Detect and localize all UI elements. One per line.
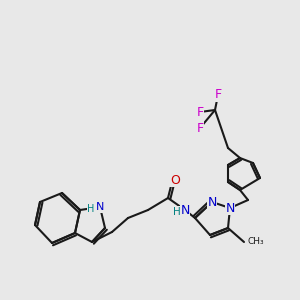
Text: N: N bbox=[96, 202, 104, 212]
Text: N: N bbox=[180, 203, 190, 217]
Text: F: F bbox=[196, 122, 204, 134]
Text: H: H bbox=[173, 207, 181, 217]
Text: F: F bbox=[196, 106, 204, 118]
Text: CH₃: CH₃ bbox=[247, 238, 264, 247]
Text: H: H bbox=[87, 204, 95, 214]
Text: N: N bbox=[207, 196, 217, 208]
Text: O: O bbox=[170, 173, 180, 187]
Text: N: N bbox=[225, 202, 235, 214]
Text: F: F bbox=[214, 88, 222, 101]
